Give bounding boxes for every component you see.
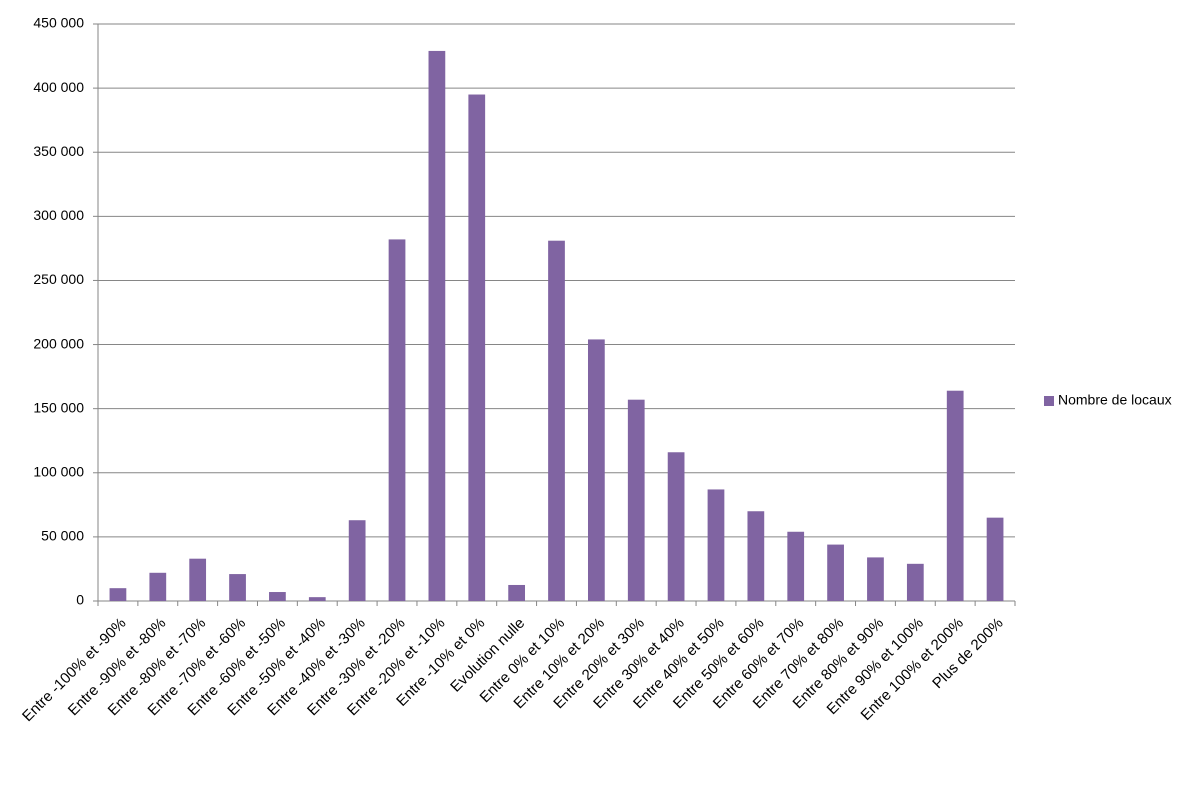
bar <box>827 544 844 601</box>
y-tick-label: 300 000 <box>33 207 84 223</box>
y-tick-label: 0 <box>76 592 84 608</box>
y-tick-label: 50 000 <box>41 528 84 544</box>
bar <box>229 574 246 601</box>
bar <box>348 520 366 601</box>
bar <box>747 511 765 601</box>
bar <box>269 592 286 601</box>
y-tick-label: 100 000 <box>33 463 84 479</box>
bar <box>189 558 207 601</box>
bar <box>587 339 605 601</box>
y-tick-label: 250 000 <box>33 271 84 287</box>
bar <box>508 584 526 601</box>
y-tick-label: 450 000 <box>33 15 84 31</box>
legend-swatch <box>1044 396 1054 406</box>
bar <box>308 597 326 601</box>
bar <box>986 517 1004 601</box>
bar <box>867 557 884 601</box>
bar <box>906 563 924 601</box>
bar <box>627 399 645 601</box>
x-tick-label: Plus de 200% <box>929 615 1006 692</box>
bar <box>707 489 725 601</box>
y-tick-label: 400 000 <box>33 79 84 95</box>
y-tick-label: 200 000 <box>33 335 84 351</box>
bar <box>109 588 127 601</box>
bar <box>787 531 805 601</box>
bar <box>548 240 565 601</box>
bar <box>428 50 446 602</box>
bar <box>468 94 486 602</box>
bar <box>667 452 685 601</box>
y-tick-label: 150 000 <box>33 399 84 415</box>
legend-label: Nombre de locaux <box>1058 392 1172 408</box>
y-tick-label: 350 000 <box>33 143 84 159</box>
bar <box>946 390 964 601</box>
bar <box>149 572 167 601</box>
bar <box>388 239 406 601</box>
